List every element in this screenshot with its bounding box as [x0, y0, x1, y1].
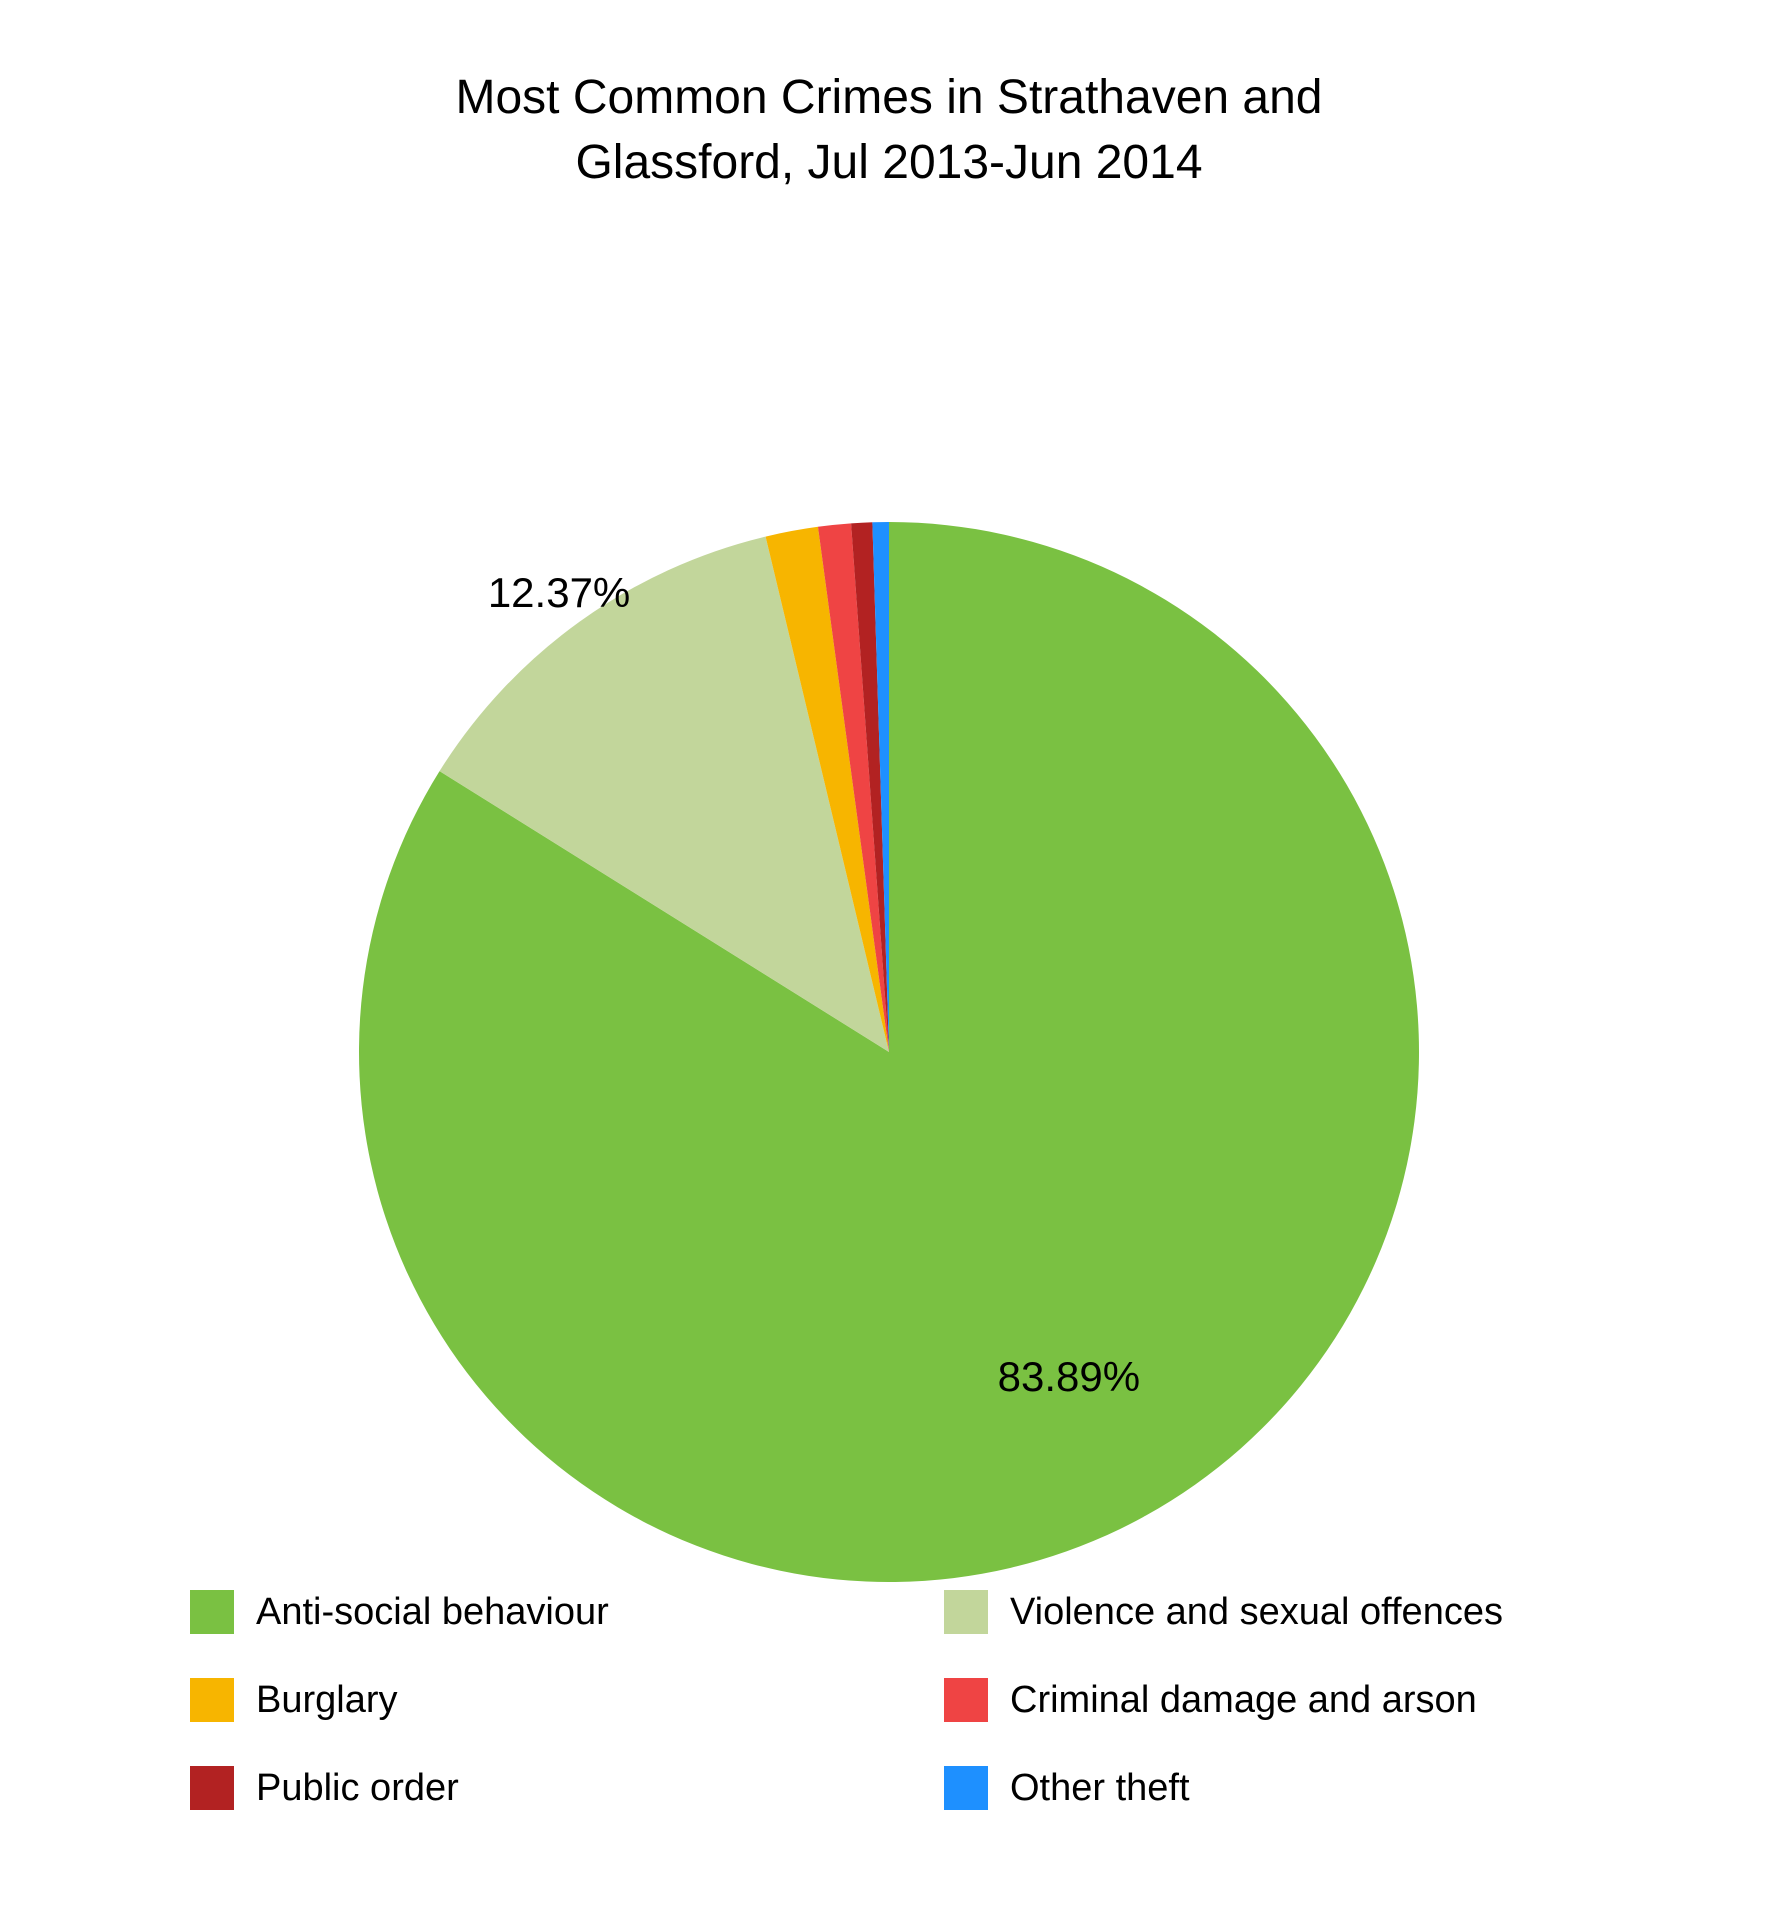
legend-swatch [190, 1590, 234, 1634]
legend-item: Violence and sexual offences [944, 1577, 1658, 1647]
pie-wrap: 83.89%12.37% [357, 520, 1421, 1584]
chart-title-line1: Most Common Crimes in Strathaven and [0, 70, 1778, 125]
legend-item: Public order [190, 1753, 904, 1823]
legend-label: Burglary [256, 1679, 398, 1722]
legend-label: Other theft [1010, 1767, 1190, 1810]
legend: Anti-social behaviour Violence and sexual… [190, 1577, 1658, 1823]
legend-item: Other theft [944, 1753, 1658, 1823]
chart-title-line2: Glassford, Jul 2013-Jun 2014 [0, 135, 1778, 190]
legend-swatch [944, 1678, 988, 1722]
pie-svg [357, 520, 1421, 1584]
legend-item: Criminal damage and arson [944, 1665, 1658, 1735]
legend-item: Burglary [190, 1665, 904, 1735]
legend-swatch [944, 1590, 988, 1634]
legend-label: Violence and sexual offences [1010, 1591, 1503, 1634]
legend-label: Criminal damage and arson [1010, 1679, 1477, 1722]
chart-title: Most Common Crimes in Strathaven and Gla… [0, 70, 1778, 190]
legend-label: Public order [256, 1767, 459, 1810]
pie-chart-container: Most Common Crimes in Strathaven and Gla… [0, 0, 1778, 1913]
legend-swatch [944, 1766, 988, 1810]
legend-label: Anti-social behaviour [256, 1591, 609, 1634]
legend-item: Anti-social behaviour [190, 1577, 904, 1647]
legend-swatch [190, 1678, 234, 1722]
legend-swatch [190, 1766, 234, 1810]
